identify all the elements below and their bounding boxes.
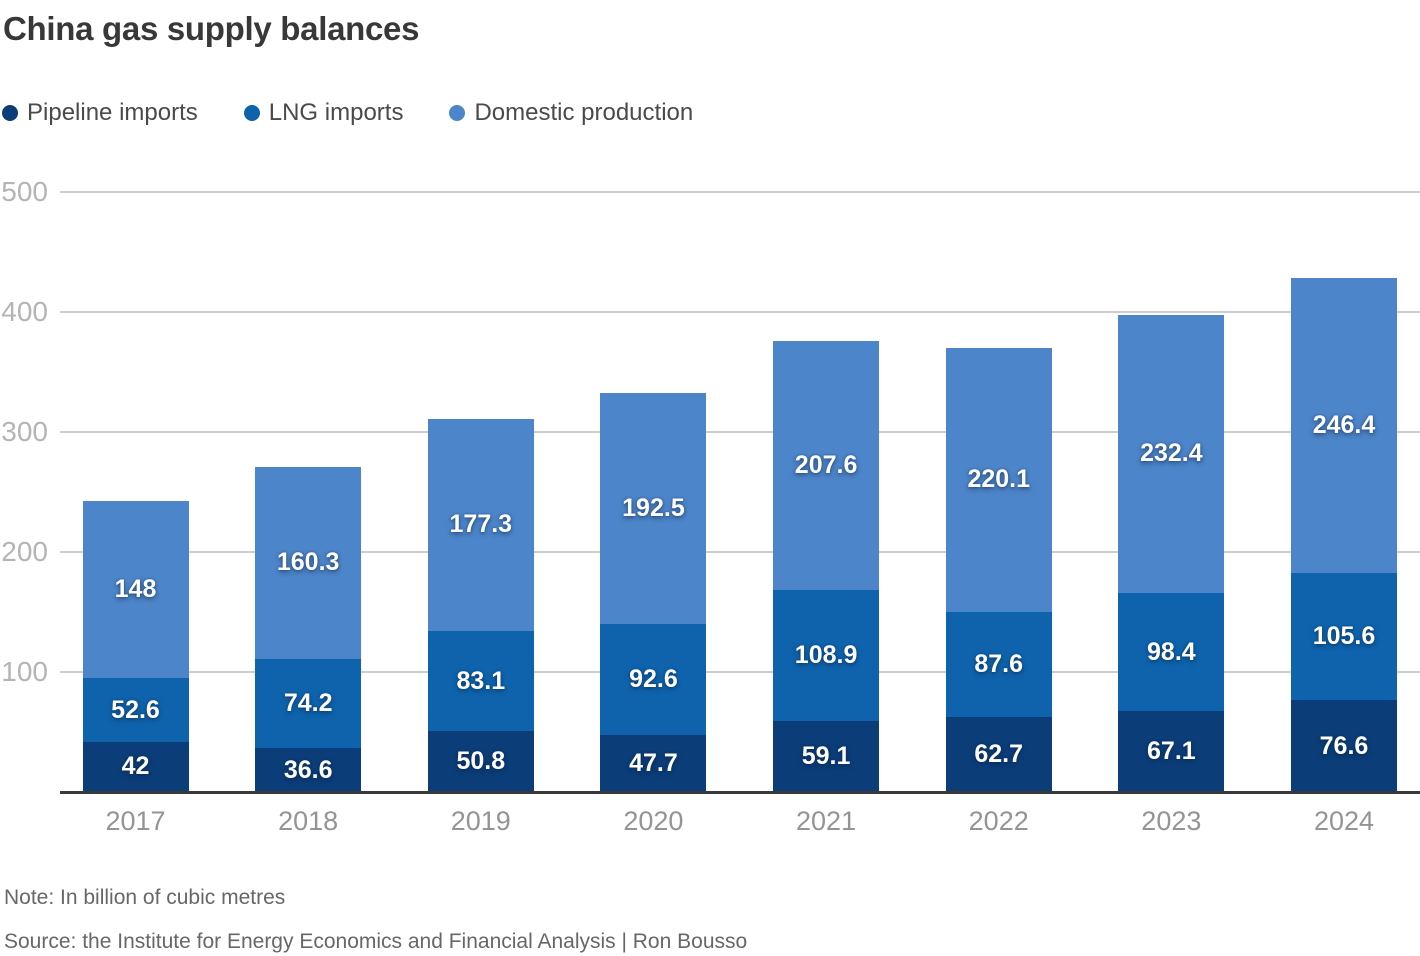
gridline-500 bbox=[60, 191, 1420, 193]
x-axis-line bbox=[60, 791, 1420, 794]
bar-value-label: 62.7 bbox=[974, 739, 1024, 768]
bar-segment-2017-pipeline-imports: 42 bbox=[82, 741, 189, 792]
bar-segment-2018-lng-imports: 74.2 bbox=[255, 659, 362, 749]
bar-value-label: 67.1 bbox=[1147, 737, 1196, 766]
gridline-400 bbox=[60, 311, 1420, 313]
bar-value-label: 192.5 bbox=[622, 493, 685, 522]
bar-value-label: 220.1 bbox=[967, 465, 1030, 494]
bar-value-label: 74.2 bbox=[283, 689, 333, 718]
bar-value-label: 87.6 bbox=[974, 649, 1024, 678]
bar-segment-2022-domestic-production: 220.1 bbox=[945, 347, 1052, 612]
x-tick-label-2017: 2017 bbox=[105, 806, 166, 836]
bar-segment-2022-pipeline-imports: 62.7 bbox=[945, 716, 1052, 792]
bar-value-label: 36.6 bbox=[283, 755, 333, 784]
bar-segment-2024-pipeline-imports: 76.6 bbox=[1291, 700, 1397, 792]
bar-segment-2019-pipeline-imports: 50.8 bbox=[427, 731, 534, 792]
bar-value-label: 207.6 bbox=[794, 451, 858, 480]
bar-value-label: 92.6 bbox=[629, 664, 678, 693]
gridline-300 bbox=[60, 431, 1420, 433]
x-tick-label-2020: 2020 bbox=[623, 806, 684, 836]
bar-value-label: 160.3 bbox=[276, 548, 340, 577]
bar-value-label: 108.9 bbox=[794, 641, 858, 670]
legend-item-pipeline-imports: Pipeline imports bbox=[2, 99, 198, 127]
legend-label: Domestic production bbox=[474, 99, 694, 126]
bar-value-label: 83.1 bbox=[456, 666, 506, 695]
bar-segment-2021-pipeline-imports: 59.1 bbox=[773, 721, 880, 792]
bar-segment-2017-lng-imports: 52.6 bbox=[82, 678, 189, 742]
bar-value-label: 105.6 bbox=[1312, 622, 1376, 651]
x-tick-label-2023: 2023 bbox=[1141, 806, 1202, 836]
legend-label: LNG imports bbox=[268, 99, 404, 126]
bar-segment-2022-lng-imports: 87.6 bbox=[945, 611, 1052, 717]
bar-segment-2023-lng-imports: 98.4 bbox=[1118, 593, 1225, 712]
x-tick-label-2021: 2021 bbox=[796, 806, 857, 836]
bar-segment-2020-pipeline-imports: 47.7 bbox=[600, 734, 707, 792]
pipeline-imports-dot-icon bbox=[2, 105, 18, 121]
domestic-production-dot-icon bbox=[449, 105, 466, 121]
x-tick-label-2024: 2024 bbox=[1313, 806, 1375, 836]
bar-value-label: 59.1 bbox=[801, 742, 851, 771]
y-tick-label: 300 bbox=[1, 416, 48, 447]
legend: Pipeline imports LNG imports Domestic pr… bbox=[2, 98, 693, 128]
x-tick-label-2019: 2019 bbox=[450, 806, 511, 836]
bar-value-label: 50.8 bbox=[456, 747, 506, 775]
bar-segment-2020-lng-imports: 92.6 bbox=[600, 623, 707, 735]
y-tick-label: 100 bbox=[1, 656, 48, 687]
bar-segment-2020-domestic-production: 192.5 bbox=[600, 392, 707, 624]
bar-value-label: 42 bbox=[121, 752, 150, 781]
lng-imports-dot-icon bbox=[243, 105, 260, 121]
bar-segment-2023-domestic-production: 232.4 bbox=[1118, 314, 1225, 594]
legend-item-lng-imports: LNG imports bbox=[243, 99, 404, 127]
bar-segment-2021-lng-imports: 108.9 bbox=[773, 590, 880, 722]
gridline-100 bbox=[60, 671, 1420, 673]
bar-value-label: 47.7 bbox=[629, 748, 678, 777]
bar-segment-2024-lng-imports: 105.6 bbox=[1291, 573, 1397, 701]
x-tick-label-2018: 2018 bbox=[278, 806, 339, 836]
x-tick-label-2022: 2022 bbox=[968, 806, 1029, 836]
bar-value-label: 52.6 bbox=[111, 695, 160, 724]
y-tick-label: 500 bbox=[1, 176, 48, 207]
bar-value-label: 246.4 bbox=[1312, 411, 1376, 439]
bar-value-label: 76.6 bbox=[1319, 731, 1369, 760]
bar-value-label: 98.4 bbox=[1147, 637, 1196, 666]
chart-source: Source: the Institute for Energy Economi… bbox=[4, 930, 748, 953]
legend-label: Pipeline imports bbox=[27, 99, 198, 126]
y-tick-label: 200 bbox=[1, 536, 48, 567]
gridline-200 bbox=[60, 551, 1420, 553]
chart-note: Note: In billion of cubic metres bbox=[4, 886, 286, 909]
y-tick-label: 400 bbox=[1, 296, 48, 327]
legend-item-domestic-production: Domestic production bbox=[449, 99, 693, 127]
bar-segment-2017-domestic-production: 148 bbox=[82, 500, 189, 679]
bar-segment-2018-domestic-production: 160.3 bbox=[255, 466, 362, 660]
bar-value-label: 148 bbox=[114, 575, 157, 604]
bar-segment-2019-lng-imports: 83.1 bbox=[427, 631, 534, 732]
bar-segment-2024-domestic-production: 246.4 bbox=[1291, 277, 1397, 574]
bar-segment-2021-domestic-production: 207.6 bbox=[773, 341, 880, 591]
page-title: China gas supply balances bbox=[3, 10, 420, 47]
bar-segment-2023-pipeline-imports: 67.1 bbox=[1118, 711, 1225, 792]
bar-segment-2018-pipeline-imports: 36.6 bbox=[255, 748, 362, 792]
bar-value-label: 232.4 bbox=[1140, 439, 1203, 468]
bar-value-label: 177.3 bbox=[449, 510, 513, 539]
bar-segment-2019-domestic-production: 177.3 bbox=[427, 418, 534, 632]
